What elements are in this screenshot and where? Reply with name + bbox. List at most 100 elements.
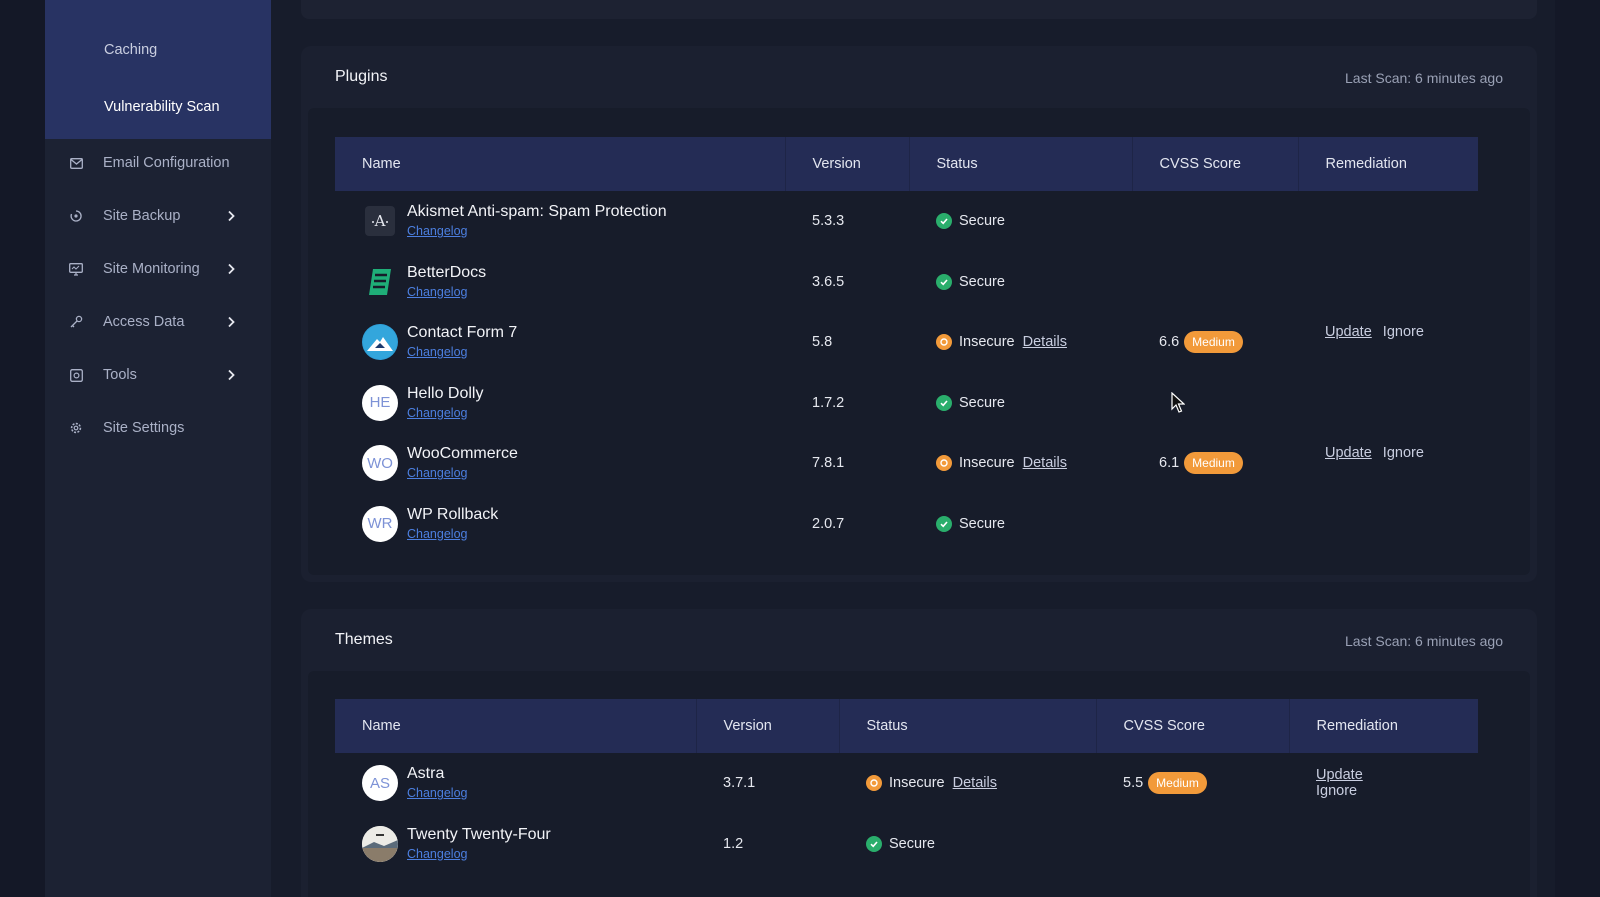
sidebar-item-site-settings[interactable]: Site Settings [45, 408, 271, 448]
changelog-link[interactable]: Changelog [407, 405, 468, 420]
changelog-link[interactable]: Changelog [407, 786, 468, 801]
changelog-link[interactable]: Changelog [407, 466, 468, 481]
plugin-name: Akismet Anti-spam: Spam Protection [407, 203, 667, 221]
sidebar-item-site-backup[interactable]: Site Backup [45, 196, 271, 236]
sidebar-item-label: Site Settings [103, 420, 185, 436]
submenu-block: Caching Vulnerability Scan [45, 0, 271, 139]
severity-badge: Medium [1184, 331, 1243, 354]
status-text: Secure [959, 273, 1005, 290]
version-cell: 7.8.1 [812, 455, 845, 472]
version-cell: 1.2 [723, 835, 744, 852]
astra-avatar: AS [362, 765, 398, 802]
warning-icon [936, 334, 952, 351]
severity-badge: Medium [1148, 772, 1207, 795]
sidebar-item-label: Site Monitoring [103, 261, 200, 277]
last-scan-label: Last Scan: 6 minutes ago [1345, 70, 1503, 86]
check-icon [936, 213, 952, 230]
column-header-remediation: Remediation [1316, 718, 1398, 734]
changelog-link[interactable]: Changelog [407, 846, 468, 861]
themes-panel: Themes Last Scan: 6 minutes ago Name Ver… [301, 609, 1537, 897]
column-header-version: Version [785, 137, 910, 191]
theme-name: Twenty Twenty-Four [407, 825, 551, 843]
check-icon [936, 273, 952, 290]
check-icon [936, 515, 952, 532]
key-icon [68, 314, 84, 330]
changelog-link[interactable]: Changelog [407, 284, 468, 299]
contact-form-7-icon [362, 324, 398, 361]
table-row: Contact Form 7 Changelog 5.8 Insecure De… [335, 312, 1478, 373]
plugins-table: Name Version Status CVSS Score Remediati… [335, 137, 1478, 554]
changelog-link[interactable]: Changelog [407, 224, 468, 239]
cvss-score: 5.5 [1123, 775, 1144, 792]
table-row: WO WooCommerce Changelog 7.8.1 Insecure … [335, 433, 1478, 494]
plugin-name: BetterDocs [407, 263, 487, 281]
sidebar-item-tools[interactable]: Tools [45, 355, 271, 395]
version-cell: 5.3.3 [812, 213, 845, 230]
severity-badge: Medium [1184, 452, 1243, 475]
sidebar-subitem-vulnerability-scan[interactable]: Vulnerability Scan [104, 99, 220, 115]
status-text: Secure [959, 213, 1005, 230]
gear-icon [68, 420, 84, 436]
themes-table: Name Version Status CVSS Score Remediati… [335, 699, 1478, 874]
table-row: HE Hello Dolly Changelog 1.7.2 Secure [335, 373, 1478, 434]
window-frame-right [1555, 0, 1600, 897]
sidebar-item-access-data[interactable]: Access Data [45, 302, 271, 342]
table-row: WR WP Rollback Changelog 2.0.7 Secure [335, 494, 1478, 555]
chevron-right-icon [225, 210, 237, 222]
update-link[interactable]: Update [1325, 445, 1372, 461]
sidebar-item-site-monitoring[interactable]: Site Monitoring [45, 249, 271, 289]
svg-text:A: A [374, 212, 386, 230]
status-text: Insecure [959, 455, 1015, 472]
status-text: Secure [889, 835, 935, 852]
cvss-score: 6.1 [1159, 455, 1180, 472]
ignore-link[interactable]: Ignore [1382, 445, 1424, 461]
table-row: BetterDocs Changelog 3.6.5 Secure [335, 252, 1478, 313]
changelog-link[interactable]: Changelog [407, 345, 468, 360]
column-header-name: Name [335, 137, 786, 191]
last-scan-label: Last Scan: 6 minutes ago [1345, 633, 1503, 649]
sidebar-item-email-configuration[interactable]: Email Configuration [45, 143, 271, 183]
status-text: Secure [959, 394, 1005, 411]
woocommerce-avatar: WO [362, 445, 398, 482]
tools-icon [68, 367, 84, 383]
version-cell: 2.0.7 [812, 515, 845, 532]
column-header-cvss: CVSS Score [1096, 699, 1290, 753]
details-link[interactable]: Details [952, 775, 997, 792]
plugin-name: Contact Form 7 [407, 324, 518, 342]
changelog-link[interactable]: Changelog [407, 526, 468, 541]
version-cell: 1.7.2 [812, 394, 845, 411]
sidebar-item-label: Site Backup [103, 208, 181, 224]
monitor-icon [68, 261, 84, 277]
column-header-name: Name [335, 699, 697, 753]
akismet-icon: A [365, 206, 395, 237]
theme-name: Astra [407, 765, 445, 783]
ignore-link[interactable]: Ignore [1382, 324, 1424, 340]
table-row: Twenty Twenty-Four Changelog 1.2 Secure [335, 814, 1478, 875]
table-row: A Akismet Anti-spam: Spam Protection Cha… [335, 191, 1478, 252]
chevron-right-icon [225, 316, 237, 328]
details-link[interactable]: Details [1022, 334, 1067, 351]
details-link[interactable]: Details [1022, 455, 1067, 472]
betterdocs-icon [362, 264, 398, 300]
column-header-status: Status [839, 699, 1097, 753]
backup-icon [68, 208, 84, 224]
version-cell: 3.7.1 [723, 775, 756, 792]
wp-rollback-avatar: WR [362, 505, 398, 542]
panel-title: Themes [335, 631, 393, 648]
previous-panel-edge [301, 0, 1537, 19]
status-text: Secure [959, 515, 1005, 532]
hello-dolly-avatar: HE [362, 384, 398, 421]
table-row: AS Astra Changelog 3.7.1 Insecure Detail… [335, 753, 1478, 814]
plugin-name: Hello Dolly [407, 384, 484, 402]
window-frame-left [0, 0, 45, 897]
warning-icon [866, 775, 882, 792]
column-header-version: Version [696, 699, 840, 753]
sidebar: Caching Vulnerability Scan Email Configu… [45, 0, 271, 897]
panel-title: Plugins [335, 68, 388, 85]
ignore-link[interactable]: Ignore [1316, 783, 1358, 800]
update-link[interactable]: Update [1316, 767, 1363, 784]
twenty-twenty-four-icon [362, 825, 398, 862]
sidebar-subitem-caching[interactable]: Caching [104, 42, 158, 58]
themes-table-container: Name Version Status CVSS Score Remediati… [308, 671, 1530, 897]
update-link[interactable]: Update [1325, 324, 1372, 340]
